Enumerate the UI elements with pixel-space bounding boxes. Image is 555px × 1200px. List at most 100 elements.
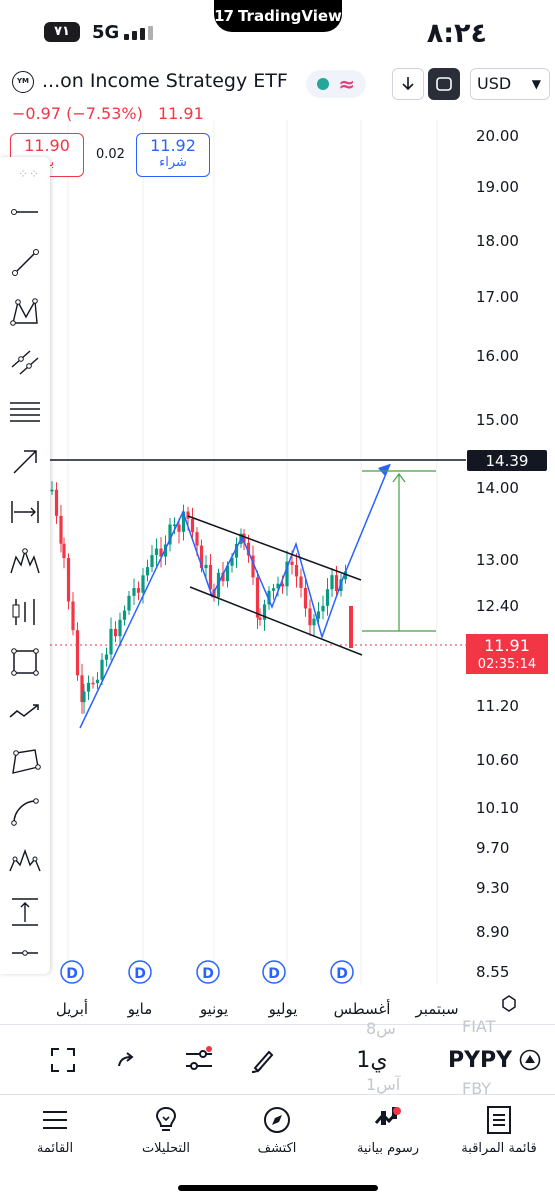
price-chart[interactable]: 20.00 19.00 18.00 17.00 16.00 15.00 14.00 13.00… bbox=[0, 0, 555, 1024]
price-axis-label: 17.00 bbox=[476, 288, 519, 306]
dividend-marker-label: D bbox=[134, 966, 146, 982]
candle bbox=[86, 682, 91, 692]
candle bbox=[334, 575, 339, 592]
horizontal-ray-icon[interactable] bbox=[6, 193, 44, 231]
bottom-toolbar: FIAT 8س FBY 1آس 1ي PYPY bbox=[0, 1017, 555, 1098]
candle bbox=[255, 577, 260, 618]
candle bbox=[271, 588, 276, 591]
market-status-toggle[interactable]: ≈ bbox=[306, 70, 366, 98]
candle bbox=[230, 557, 234, 566]
drag-handle-icon[interactable]: ⁘⁘ bbox=[18, 167, 41, 181]
price-axis-label: 20.00 bbox=[476, 127, 519, 145]
candle bbox=[82, 691, 86, 703]
dividend-marker bbox=[330, 960, 354, 984]
long-position-icon[interactable] bbox=[6, 593, 44, 631]
candle bbox=[50, 489, 54, 492]
network-type: 5G bbox=[92, 22, 120, 43]
tab-explore[interactable]: اكتشف bbox=[222, 1105, 332, 1156]
menu-icon bbox=[43, 1111, 67, 1129]
candle bbox=[234, 543, 239, 558]
battery-indicator: ٧١ bbox=[44, 22, 80, 42]
parallel-channel-icon[interactable] bbox=[6, 343, 44, 381]
price-axis-label: 9.70 bbox=[476, 839, 509, 857]
resize-icon bbox=[436, 77, 452, 91]
candle bbox=[177, 524, 181, 532]
dividend-marker bbox=[196, 960, 220, 984]
channel-bottom-line bbox=[189, 586, 363, 656]
horizontal-line-label: 14.39 bbox=[486, 452, 529, 470]
candle bbox=[276, 583, 280, 589]
forecast-icon[interactable] bbox=[6, 693, 44, 731]
fullscreen-toggle[interactable] bbox=[48, 1043, 78, 1077]
currency-select[interactable]: USD ▼ bbox=[470, 68, 550, 100]
clock: ٨:٢٤ bbox=[426, 18, 487, 49]
channel-top-line bbox=[187, 515, 362, 581]
time-axis-label: سبتمبر bbox=[414, 1000, 458, 1018]
buy-button[interactable]: 11.92 شراء bbox=[136, 133, 210, 177]
candle bbox=[308, 608, 312, 626]
indicators-button[interactable] bbox=[182, 1043, 216, 1077]
arc-icon[interactable] bbox=[6, 793, 44, 831]
elliott-wave-icon[interactable] bbox=[6, 843, 44, 881]
price-axis-label: 18.00 bbox=[476, 232, 519, 250]
interval-select[interactable]: 1ي bbox=[356, 1047, 388, 1073]
dividend-marker-label: D bbox=[202, 966, 214, 982]
date-range-icon[interactable] bbox=[6, 493, 44, 531]
dividend-marker bbox=[262, 960, 286, 984]
symbol-name[interactable]: ...on Income Strategy ETF bbox=[42, 70, 288, 92]
polyline-icon[interactable] bbox=[6, 743, 44, 781]
symbol-logo-icon[interactable]: YM bbox=[12, 71, 34, 93]
arrow-down-icon bbox=[402, 77, 414, 91]
candle bbox=[258, 617, 262, 620]
time-axis-label: أبريل bbox=[56, 999, 88, 1018]
trend-line-icon[interactable] bbox=[6, 243, 44, 281]
horizontal-line-label-bg bbox=[467, 450, 547, 471]
candle bbox=[204, 564, 208, 569]
fullscreen-button[interactable] bbox=[428, 68, 460, 100]
tradingview-logo-icon: 17 bbox=[214, 7, 234, 25]
price-axis-label: 8.55 bbox=[476, 963, 509, 981]
status-bar: ٧١ 5G 17 TradingView ٨:٢٤ bbox=[0, 0, 555, 62]
candle bbox=[80, 675, 84, 703]
price-range-icon[interactable] bbox=[6, 893, 44, 931]
signal-icon bbox=[124, 26, 153, 40]
download-button[interactable] bbox=[392, 68, 424, 100]
spread-value: 0.02 bbox=[96, 147, 125, 162]
candle-last bbox=[349, 606, 353, 648]
price-axis-label: 13.00 bbox=[476, 551, 519, 569]
candle bbox=[59, 515, 63, 544]
candle bbox=[246, 542, 251, 556]
candle bbox=[242, 533, 246, 543]
arrow-icon[interactable] bbox=[6, 443, 44, 481]
expand-icon bbox=[51, 1048, 75, 1072]
candle bbox=[109, 628, 113, 655]
candle bbox=[267, 590, 271, 605]
candle bbox=[150, 555, 154, 568]
symbol-search-button[interactable]: PYPY bbox=[447, 1047, 513, 1073]
candle bbox=[195, 532, 199, 546]
time-axis-label: أغسطس bbox=[334, 999, 391, 1018]
chart-header: YM ...on Income Strategy ETF ≈ USD ▼ bbox=[0, 62, 555, 102]
ghost-symbol: FIAT bbox=[462, 1017, 496, 1036]
tab-ideas[interactable]: التحليلات bbox=[111, 1105, 221, 1156]
wave-icon: ≈ bbox=[338, 72, 356, 96]
candle bbox=[172, 524, 177, 527]
head-shoulders-icon[interactable] bbox=[6, 543, 44, 581]
xabcd-pattern-icon[interactable] bbox=[6, 293, 44, 331]
candle bbox=[280, 583, 285, 587]
tab-watchlist[interactable]: قائمة المراقبة bbox=[444, 1105, 554, 1156]
app-pill[interactable]: 17 TradingView bbox=[214, 0, 342, 32]
ghost-symbol-2: FBY bbox=[462, 1079, 492, 1098]
candle bbox=[159, 548, 163, 557]
redo-button[interactable] bbox=[112, 1043, 142, 1077]
candle bbox=[113, 628, 118, 637]
more-tools-icon[interactable] bbox=[6, 943, 44, 981]
fib-retracement-icon[interactable] bbox=[6, 393, 44, 431]
pattern-zigzag bbox=[79, 463, 391, 729]
drawing-button[interactable] bbox=[246, 1043, 280, 1077]
rectangle-icon[interactable] bbox=[6, 643, 44, 681]
tab-menu[interactable]: القائمة bbox=[0, 1105, 110, 1156]
dividend-marker bbox=[128, 960, 152, 984]
tab-charts[interactable]: رسوم بيانية bbox=[333, 1105, 443, 1156]
candle bbox=[62, 543, 66, 559]
